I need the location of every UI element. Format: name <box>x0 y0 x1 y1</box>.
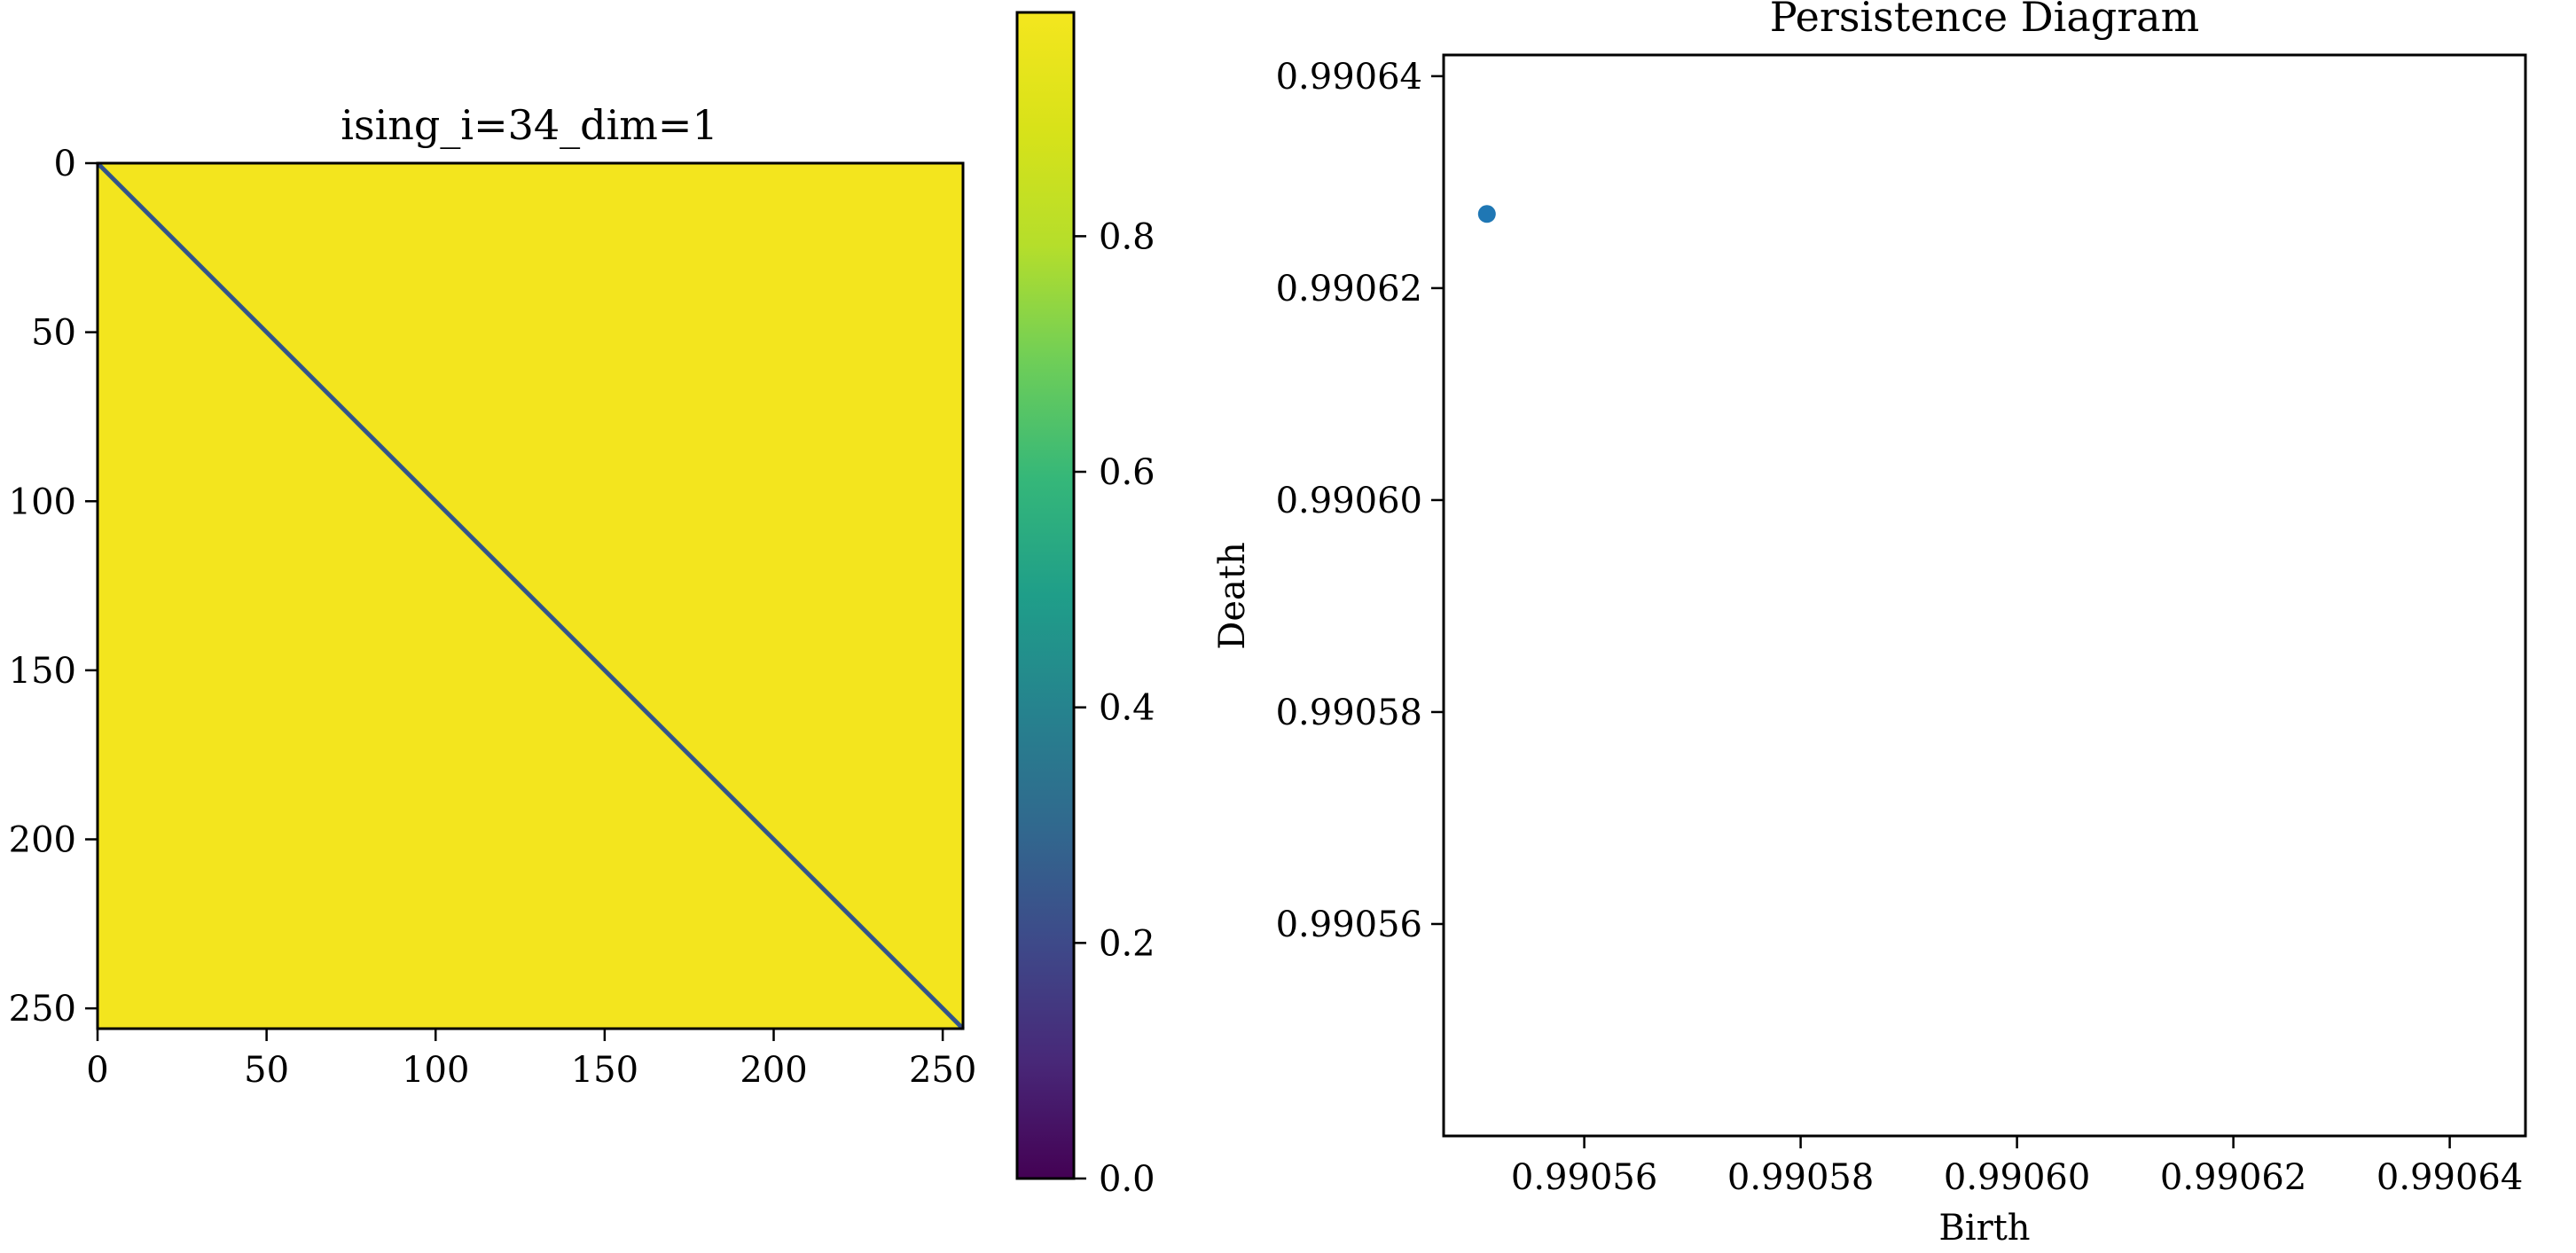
colorbar-tick-label: 0.2 <box>1099 923 1155 964</box>
persistence-panel: Persistence Diagram 0.99056 0.99058 0.9906… <box>1212 0 2527 1249</box>
persistence-title: Persistence Diagram <box>1770 0 2199 41</box>
heatmap-ytick-label: 0 <box>54 144 76 184</box>
colorbar-tick-label: 0.4 <box>1099 688 1155 729</box>
heatmap-ytick-label: 50 <box>31 313 76 354</box>
heatmap-xtick-label: 200 <box>740 1050 807 1091</box>
colorbar-tick-label: 0.6 <box>1099 452 1155 493</box>
heatmap-xtick-label: 150 <box>571 1050 638 1091</box>
persistence-ytick-label: 0.99064 <box>1276 57 1422 98</box>
heatmap-panel: ising_i=34_dim=1 0 50 100 150 200 250 0 50 100 1… <box>9 101 977 1091</box>
heatmap-ytick-label: 150 <box>9 651 76 692</box>
persistence-xtick-label: 0.99058 <box>1727 1157 1874 1198</box>
heatmap-diagonal-core <box>97 162 964 1030</box>
heatmap-ytick-label: 100 <box>9 482 76 522</box>
heatmap-frame <box>96 161 965 1030</box>
heatmap-xtick-label: 100 <box>402 1050 469 1091</box>
persistence-x-axis: 0.99056 0.99058 0.99060 0.99062 0.99064 <box>1511 1136 2523 1198</box>
persistence-ytick-label: 0.99062 <box>1276 269 1422 309</box>
heatmap-xtick-label: 0 <box>86 1050 108 1091</box>
heatmap-xtick-label: 50 <box>244 1050 289 1091</box>
persistence-ytick-label: 0.99060 <box>1276 481 1422 521</box>
persistence-plot-area <box>1442 53 2527 1138</box>
colorbar-gradient <box>1017 12 1074 1179</box>
persistence-y-axis: 0.99056 0.99058 0.99060 0.99062 0.99064 <box>1276 57 1444 945</box>
colorbar: 0.0 0.2 0.4 0.6 0.8 <box>1015 11 1155 1200</box>
heatmap-y-axis: 0 50 100 150 200 250 <box>9 144 98 1030</box>
heatmap-ytick-label: 250 <box>9 989 76 1030</box>
persistence-xtick-label: 0.99064 <box>2376 1157 2523 1198</box>
heatmap-xtick-label: 250 <box>909 1050 976 1091</box>
persistence-points <box>1477 205 1496 223</box>
persistence-xlabel: Birth <box>1938 1208 2030 1249</box>
persistence-xtick-label: 0.99056 <box>1511 1157 1657 1198</box>
persistence-ytick-label: 0.99058 <box>1276 693 1422 733</box>
colorbar-tick-label: 0.8 <box>1099 216 1155 257</box>
heatmap-x-axis: 0 50 100 150 200 250 <box>86 1029 976 1091</box>
persistence-xtick-label: 0.99062 <box>2160 1157 2306 1198</box>
persistence-ytick-label: 0.99056 <box>1276 905 1422 945</box>
persistence-xtick-label: 0.99060 <box>1944 1157 2090 1198</box>
persistence-ylabel: Death <box>1212 542 1253 649</box>
heatmap-ytick-label: 200 <box>9 820 76 861</box>
colorbar-tick-label: 0.0 <box>1099 1159 1155 1200</box>
persistence-point <box>1477 205 1496 223</box>
colorbar-frame <box>1015 11 1076 1180</box>
heatmap-title: ising_i=34_dim=1 <box>341 101 717 149</box>
colorbar-axis: 0.0 0.2 0.4 0.6 0.8 <box>1074 216 1155 1200</box>
